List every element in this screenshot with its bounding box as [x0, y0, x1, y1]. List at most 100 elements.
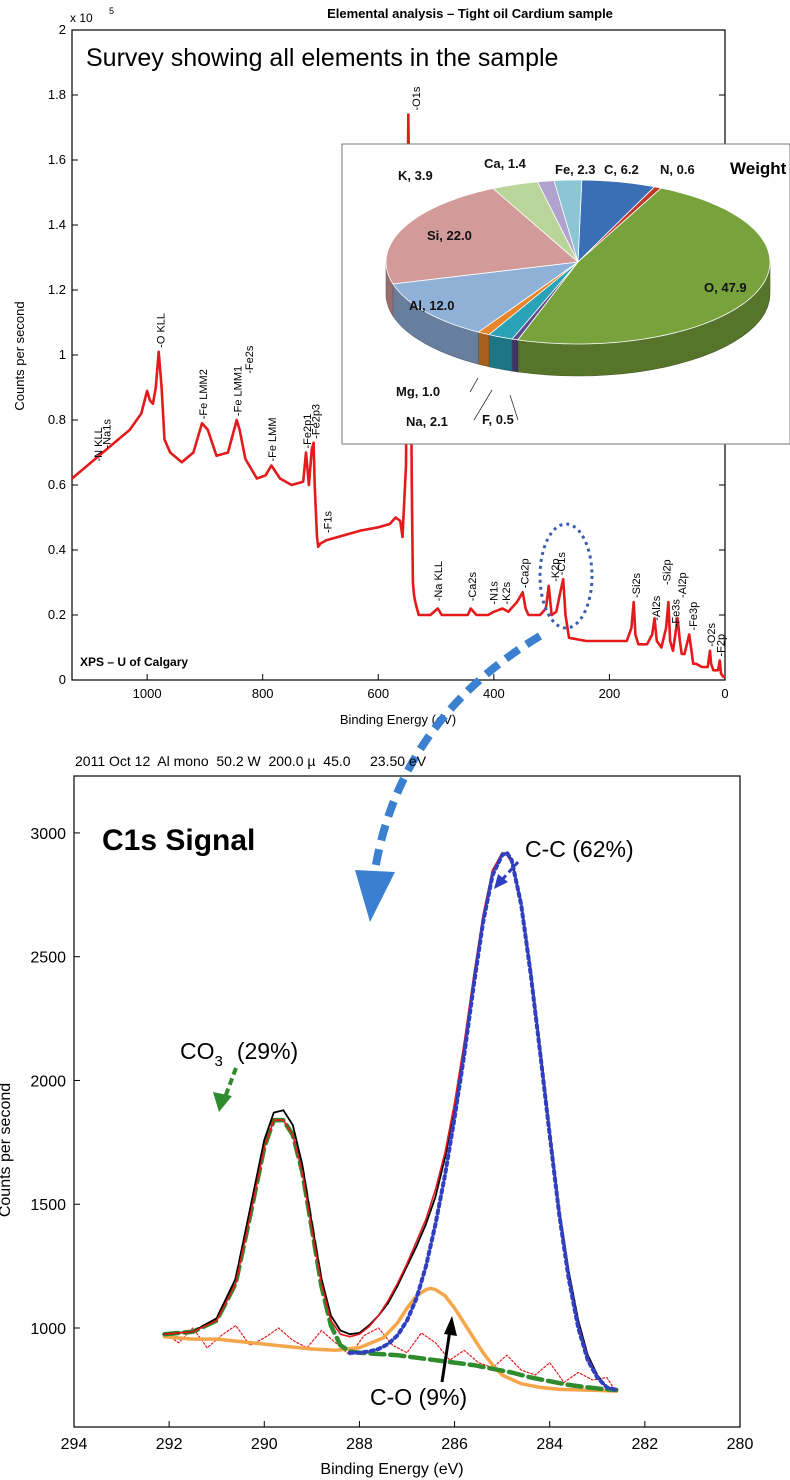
survey-spectrum-line: [71, 113, 725, 679]
survey-y-tick-label: 0.4: [48, 542, 66, 557]
survey-peak-label: -O2s: [706, 622, 718, 646]
pie-label-fe: Fe, 2.3: [555, 162, 595, 177]
pie-slice-side: [488, 334, 513, 372]
survey-peak-label: -N1s: [488, 581, 500, 605]
survey-peak-label: -Fe LMM1: [232, 366, 244, 416]
survey-peak-label: -Na1s: [102, 419, 114, 449]
pie-leader-line: [509, 394, 519, 421]
c1s-x-tick-label: 294: [61, 1436, 88, 1453]
c1s-x-axis-label: Binding Energy (eV): [320, 1461, 463, 1478]
survey-peak-label: -Fe2p3: [310, 404, 322, 439]
survey-peak-label: -Fe2s: [244, 345, 256, 374]
connector-arrow-head: [355, 870, 395, 922]
survey-peak-label: -Si2s: [631, 572, 643, 598]
survey-peak-label: -Ca2s: [467, 571, 479, 601]
survey-peak-label: -C1s: [556, 552, 568, 576]
survey-peak-label: -Ca2p: [520, 558, 532, 588]
annotation-co3-sub: 3: [215, 1053, 223, 1070]
annotation-co3-arrow: [222, 1067, 238, 1101]
pie-slice-side: [478, 331, 490, 367]
annotation-co: C-O (9%): [370, 1384, 467, 1410]
pie-slice-mg: [477, 261, 579, 336]
c1s-x-tick-label: 284: [536, 1436, 563, 1453]
survey-y-multiplier: x 10: [70, 11, 93, 25]
survey-peak-label: -Fe LMM: [267, 418, 279, 462]
survey-peak-label: -O KLL: [155, 313, 167, 348]
c1s-y-tick-label: 2000: [30, 1073, 66, 1090]
c1s-c-o-component-line: [162, 1286, 619, 1393]
survey-watermark: XPS – U of Calgary: [80, 655, 188, 669]
survey-x-tick-label: 0: [721, 686, 728, 701]
annotation-co3-main: CO: [180, 1038, 215, 1064]
pie-slice-na: [488, 261, 579, 340]
c1s-y-tick-label: 3000: [30, 826, 66, 843]
survey-x-tick-label: 1000: [133, 686, 162, 701]
survey-peak-labels: -N KLL-Na1s -O KLL -Fe LMM2 -Fe LMM1-Fe2s -F…: [93, 86, 727, 656]
survey-peak-label: -N KLL: [93, 427, 105, 461]
pie-label-si: Si, 22.0: [427, 228, 472, 243]
survey-peak-label: -Si2p: [662, 559, 674, 585]
survey-y-multiplier-exp: 5: [109, 6, 114, 16]
pie-label-f: F, 0.5: [482, 412, 514, 427]
c1s-y-tick-label: 1000: [30, 1321, 66, 1338]
annotation-co3-arrowhead: [213, 1092, 232, 1112]
survey-subtitle: Survey showing all elements in the sampl…: [86, 44, 558, 72]
c1s-y-tick-label: 2500: [30, 950, 66, 967]
c1s-x-tick-label: 282: [632, 1436, 659, 1453]
survey-peak-label: -Na KLL: [433, 561, 445, 601]
survey-peak-label: -F2p: [715, 634, 727, 657]
c1s-x-tick-label: 280: [727, 1436, 754, 1453]
pie-label-na: Na, 2.1: [406, 414, 448, 429]
c1s-y-tick-label: 1500: [30, 1197, 66, 1214]
pie-slice-si: [385, 188, 579, 285]
survey-x-tick-label: 600: [367, 686, 389, 701]
annotation-co3: CO3 (29%): [180, 1038, 298, 1070]
pie-slice-fe: [553, 179, 583, 263]
pie-label-ca: Ca, 1.4: [484, 156, 527, 171]
survey-y-tick-label: 0.2: [48, 607, 66, 622]
pie-label-k: K, 3.9: [398, 168, 433, 183]
pie-leader-line: [469, 377, 479, 393]
pie-label-al: Al, 12.0: [409, 298, 455, 313]
annotation-co-arrow: [440, 1329, 452, 1383]
c1s-series-group: [162, 850, 619, 1393]
pie-slice-side: [511, 338, 519, 373]
pie-slice-k: [492, 181, 579, 263]
c1s-co3-component-line: [162, 1117, 619, 1393]
survey-peak-label: -Al2s: [651, 595, 663, 621]
pie-title: Weight: [730, 159, 787, 178]
c1s-header: 2011 Oct 12 Al mono 50.2 W 200.0 µ 45.0 …: [75, 753, 427, 769]
pie-label-mg: Mg, 1.0: [396, 384, 440, 399]
survey-peak-label: -Fe3s: [670, 599, 682, 628]
c1s-axis-ticks: 294 292 290 288 286 284 282 280 1000 1500 2000 2500…: [30, 826, 753, 1453]
survey-y-tick-label: 0.6: [48, 477, 66, 492]
c1s-y-axis-label: Counts per second: [0, 1083, 14, 1217]
survey-series-group: [71, 113, 725, 679]
survey-peak-label: -Fe3p: [688, 602, 700, 631]
survey-peak-label: -F1s: [322, 511, 334, 534]
zoom-connector: [355, 522, 594, 922]
survey-y-tick-label: 1.2: [48, 282, 66, 297]
annotation-co3-pct: (29%): [237, 1038, 298, 1064]
pie-slice-al: [392, 261, 579, 333]
survey-peak-label: -Al2p: [677, 572, 689, 598]
c1s-title: C1s Signal: [102, 824, 255, 857]
pie-inset: C, 6.2 N, 0.6 O, 47.9 F, 0.5 Na, 2.1 Mg, 1.0 A…: [341, 143, 790, 445]
survey-axis-ticks: 1000 800 600 400 200 0 0 0.2 0.4 0.6 0.8 1 1.2 1.4 1.6…: [48, 22, 729, 701]
pie-chart: C, 6.2 N, 0.6 O, 47.9 F, 0.5 Na, 2.1 Mg, 1.0 A…: [385, 156, 771, 429]
survey-y-tick-label: 1.8: [48, 87, 66, 102]
survey-peak-label: -K2s: [501, 581, 513, 604]
survey-y-tick-label: 0.8: [48, 412, 66, 427]
c1s-chart: 2011 Oct 12 Al mono 50.2 W 200.0 µ 45.0 …: [0, 753, 753, 1478]
survey-y-axis-label: Counts per second: [12, 301, 27, 410]
c1s-x-tick-label: 292: [156, 1436, 183, 1453]
annotation-co-arrowhead: [444, 1316, 457, 1336]
pie-slice-o: [517, 187, 771, 345]
c1s-plot-frame: [73, 775, 741, 1428]
c1s-c-c-component-line: [347, 850, 619, 1392]
c1s-x-tick-label: 288: [346, 1436, 373, 1453]
survey-y-tick-label: 0: [59, 672, 66, 687]
pie-label-c: C, 6.2: [604, 162, 639, 177]
survey-peak-label: -Fe2p1: [302, 414, 314, 449]
